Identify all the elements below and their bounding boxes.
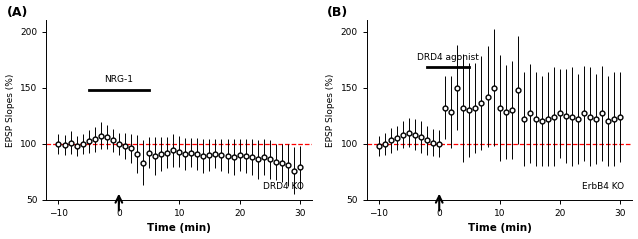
- Text: NRG-1: NRG-1: [105, 75, 133, 84]
- X-axis label: Time (min): Time (min): [468, 223, 531, 234]
- Y-axis label: EPSP Slopes (%): EPSP Slopes (%): [6, 73, 15, 147]
- Text: ErbB4 KO: ErbB4 KO: [582, 182, 625, 191]
- Text: DRD4 KO: DRD4 KO: [263, 182, 304, 191]
- Text: (A): (A): [6, 6, 28, 19]
- Y-axis label: EPSP Slopes (%): EPSP Slopes (%): [326, 73, 335, 147]
- Text: (B): (B): [327, 6, 348, 19]
- Text: DRD4 agonist: DRD4 agonist: [417, 53, 479, 62]
- X-axis label: Time (min): Time (min): [147, 223, 211, 234]
